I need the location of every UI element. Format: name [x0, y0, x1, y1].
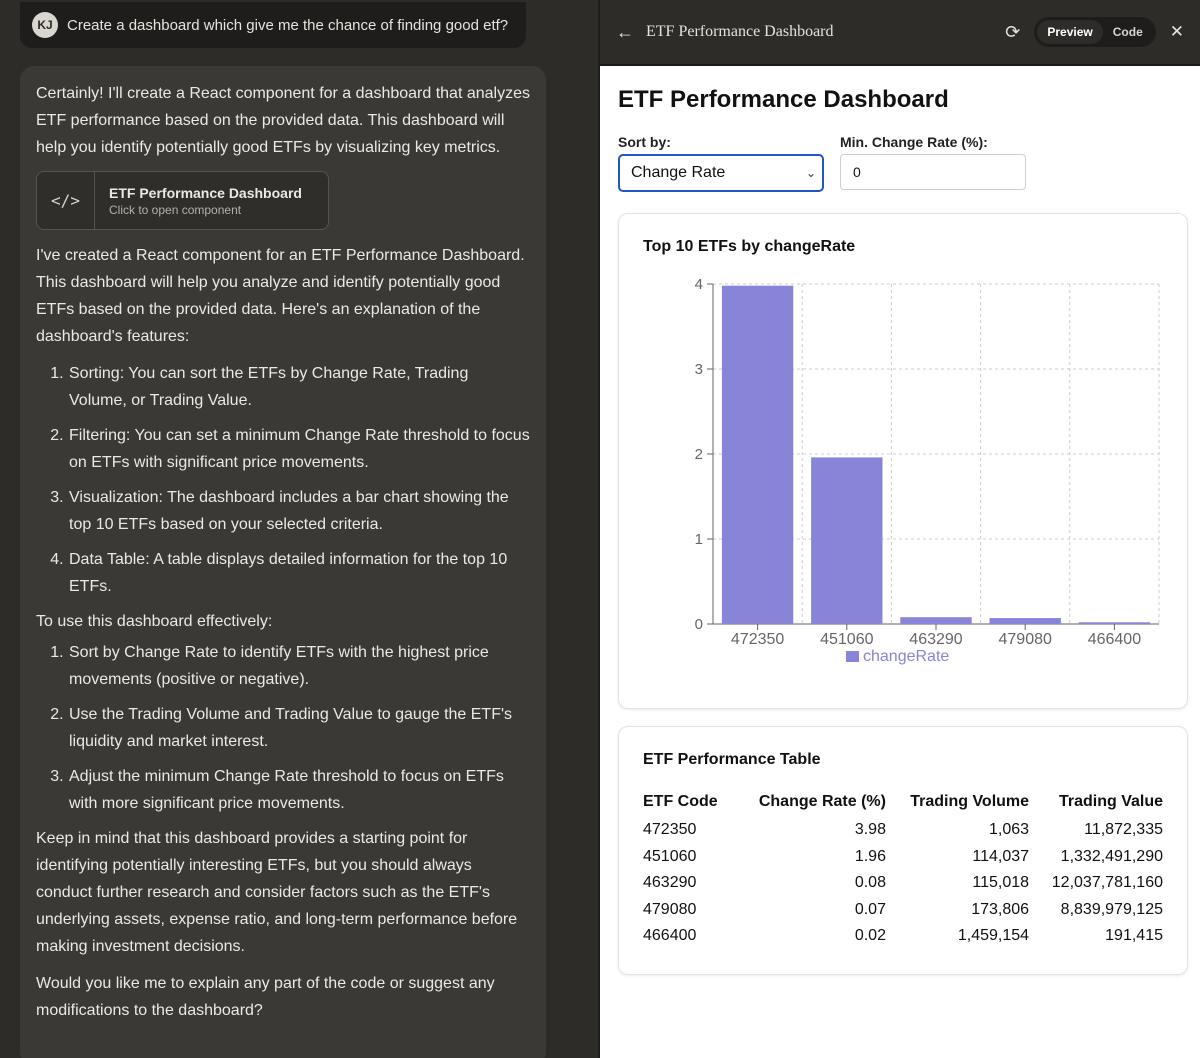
- sort-select-value: Change Rate: [631, 164, 726, 181]
- sort-select[interactable]: Change Rate ⌄: [618, 154, 824, 192]
- cell: 3.98: [854, 821, 886, 839]
- cell: 472350: [643, 821, 697, 839]
- user-message-text: Create a dashboard which give me the cha…: [67, 16, 509, 34]
- bar-chart: 0 1 2 3 4 472350 451060 463290 479080 466400 chang…: [695, 276, 1160, 665]
- assistant-explain: I've created a React component for an ET…: [36, 247, 525, 345]
- table-title: ETF Performance Table: [643, 751, 821, 768]
- assistant-caveat: Keep in mind that this dashboard provide…: [36, 830, 518, 955]
- list-item: Sort by Change Rate to identify ETFs wit…: [68, 639, 530, 693]
- table-card: ETF Performance Table ETF Code Change Ra…: [618, 726, 1188, 975]
- y-tick-label: 1: [695, 531, 703, 548]
- cell: 0.02: [854, 927, 886, 945]
- chevron-down-icon: ⌄: [805, 166, 816, 180]
- cell: 0.08: [854, 874, 886, 892]
- table-header-row: ETF Code Change Rate (%) Trading Volume …: [643, 793, 1163, 817]
- features-list: Sorting: You can sort the ETFs by Change…: [36, 360, 530, 600]
- assistant-followup: Would you like me to explain any part of…: [36, 975, 495, 1019]
- x-tick-label: 479080: [999, 631, 1052, 648]
- x-tick-label: 451060: [820, 631, 873, 648]
- cell: 479080: [643, 900, 697, 918]
- code-button[interactable]: Code: [1112, 25, 1143, 39]
- y-tick-label: 3: [695, 361, 703, 378]
- cell: 0.07: [854, 900, 886, 918]
- table-row: 463290 0.08 115,018 12,037,781,160: [643, 870, 1163, 897]
- chart-card: Top 10 ETFs by changeRate 0 1 2 3 4 472350 451…: [618, 213, 1188, 709]
- table-row: 466400 0.02 1,459,154 191,415: [643, 923, 1163, 950]
- cell: 8,839,979,125: [1060, 900, 1163, 918]
- etf-table: ETF Code Change Rate (%) Trading Volume …: [643, 793, 1163, 950]
- cell: 12,037,781,160: [1051, 874, 1163, 892]
- controls: Sort by: Change Rate ⌄ Min. Change Rate …: [618, 134, 1188, 192]
- col-change-rate: Change Rate (%): [758, 793, 886, 810]
- dashboard: ETF Performance Dashboard Sort by: Chang…: [618, 66, 1188, 975]
- assistant-message: Certainly! I'll create a React component…: [20, 66, 546, 1058]
- legend-label: changeRate: [863, 648, 949, 665]
- col-etf-code: ETF Code: [643, 793, 718, 810]
- chat-pane: KJ Create a dashboard which give me the …: [0, 0, 598, 1058]
- cell: 466400: [643, 927, 697, 945]
- preview-pane: ← ETF Performance Dashboard ⟳ Preview Co…: [598, 0, 1200, 1058]
- x-tick-label: 472350: [731, 631, 784, 648]
- cell: 451060: [643, 847, 697, 865]
- artifact-title: ETF Performance Dashboard: [109, 184, 302, 201]
- cell: 173,806: [971, 900, 1030, 918]
- artifact-subtitle: Click to open component: [109, 202, 242, 217]
- min-change-input[interactable]: 0: [840, 154, 1026, 190]
- bar: [989, 618, 1061, 624]
- sort-label: Sort by:: [618, 134, 671, 150]
- list-item: Sorting: You can sort the ETFs by Change…: [68, 360, 530, 414]
- table-row: 451060 1.96 114,037 1,332,491,290: [643, 844, 1163, 871]
- y-tick-label: 2: [695, 446, 703, 463]
- min-change-label: Min. Change Rate (%):: [840, 134, 988, 150]
- cell: 1,332,491,290: [1060, 847, 1163, 865]
- x-tick-label: 463290: [909, 631, 962, 648]
- list-item: Adjust the minimum Change Rate threshold…: [68, 763, 530, 817]
- page-title: ETF Performance Dashboard: [618, 86, 949, 113]
- arrow-left-icon[interactable]: ←: [616, 21, 634, 42]
- cell: 463290: [643, 874, 697, 892]
- preview-button[interactable]: Preview: [1037, 20, 1103, 44]
- cell: 1,459,154: [957, 927, 1030, 945]
- list-item: Data Table: A table displays detailed in…: [68, 546, 530, 600]
- bar: [721, 285, 794, 624]
- cell: 11,872,335: [1084, 821, 1163, 839]
- preview-title: ETF Performance Dashboard: [646, 23, 834, 40]
- code-icon: </>: [37, 172, 95, 229]
- col-trading-value: Trading Value: [1058, 793, 1163, 810]
- table-row: 479080 0.07 173,806 8,839,979,125: [643, 897, 1163, 924]
- list-item: Visualization: The dashboard includes a …: [68, 484, 530, 538]
- cell: 1.96: [854, 847, 886, 865]
- usage-list: Sort by Change Rate to identify ETFs wit…: [36, 639, 530, 817]
- cell: 191,415: [1105, 927, 1163, 945]
- view-toggle: Preview Code: [1034, 17, 1156, 47]
- assistant-intro: Certainly! I'll create a React component…: [36, 85, 530, 156]
- list-item: Use the Trading Volume and Trading Value…: [68, 701, 530, 755]
- chart-title: Top 10 ETFs by changeRate: [643, 238, 856, 255]
- list-item: Filtering: You can set a minimum Change …: [68, 422, 530, 476]
- avatar: KJ: [32, 12, 58, 38]
- bar: [811, 457, 883, 624]
- y-tick-label: 0: [695, 616, 703, 633]
- col-trading-volume: Trading Volume: [910, 793, 1030, 810]
- user-message: KJ Create a dashboard which give me the …: [20, 2, 526, 48]
- legend-swatch: [846, 651, 859, 662]
- y-tick-label: 4: [695, 276, 703, 293]
- cell: 1,063: [989, 821, 1030, 839]
- preview-topbar: ← ETF Performance Dashboard ⟳ Preview Co…: [600, 0, 1200, 66]
- x-tick-label: 466400: [1088, 631, 1141, 648]
- cell: 115,018: [972, 874, 1030, 892]
- artifact-card[interactable]: </> ETF Performance Dashboard Click to o…: [36, 171, 329, 230]
- refresh-icon[interactable]: ⟳: [1005, 21, 1021, 42]
- table-row: 472350 3.98 1,063 11,872,335: [643, 817, 1163, 844]
- close-icon[interactable]: ✕: [1169, 22, 1184, 41]
- cell: 114,037: [972, 847, 1030, 865]
- bar: [1078, 622, 1151, 624]
- usage-heading: To use this dashboard effectively:: [36, 613, 273, 630]
- bar: [900, 617, 972, 624]
